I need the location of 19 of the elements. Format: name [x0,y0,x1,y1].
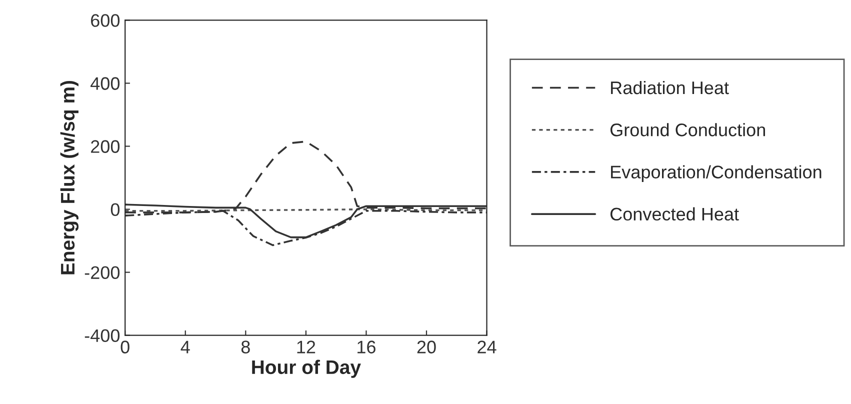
y-axis-title: Energy Flux (w/sq m) [60,80,79,274]
x-tick-label: 24 [478,340,496,354]
y-tick-label: -200 [84,266,120,280]
y-tick-label: 200 [91,140,120,153]
x-tick-label: 16 [358,340,376,354]
legend-label: Evaporation/Condensation [611,165,822,182]
y-tick-label: -400 [84,329,120,342]
legend-label: Convected Heat [610,207,739,221]
x-tick-label: 20 [417,340,436,354]
y-tick-label: 400 [90,77,120,90]
y-tick-label: 0 [110,203,120,216]
x-tick-label: 4 [180,340,190,354]
x-tick-label: 8 [241,340,250,354]
legend-label: Ground Conduction [610,123,765,136]
legend-label: Radiation Heat [611,80,729,94]
x-tick-label: 0 [120,340,130,354]
x-axis-title: Hour of Day [252,360,361,378]
x-tick-label: 12 [297,340,316,354]
y-tick-label: 600 [91,14,120,27]
